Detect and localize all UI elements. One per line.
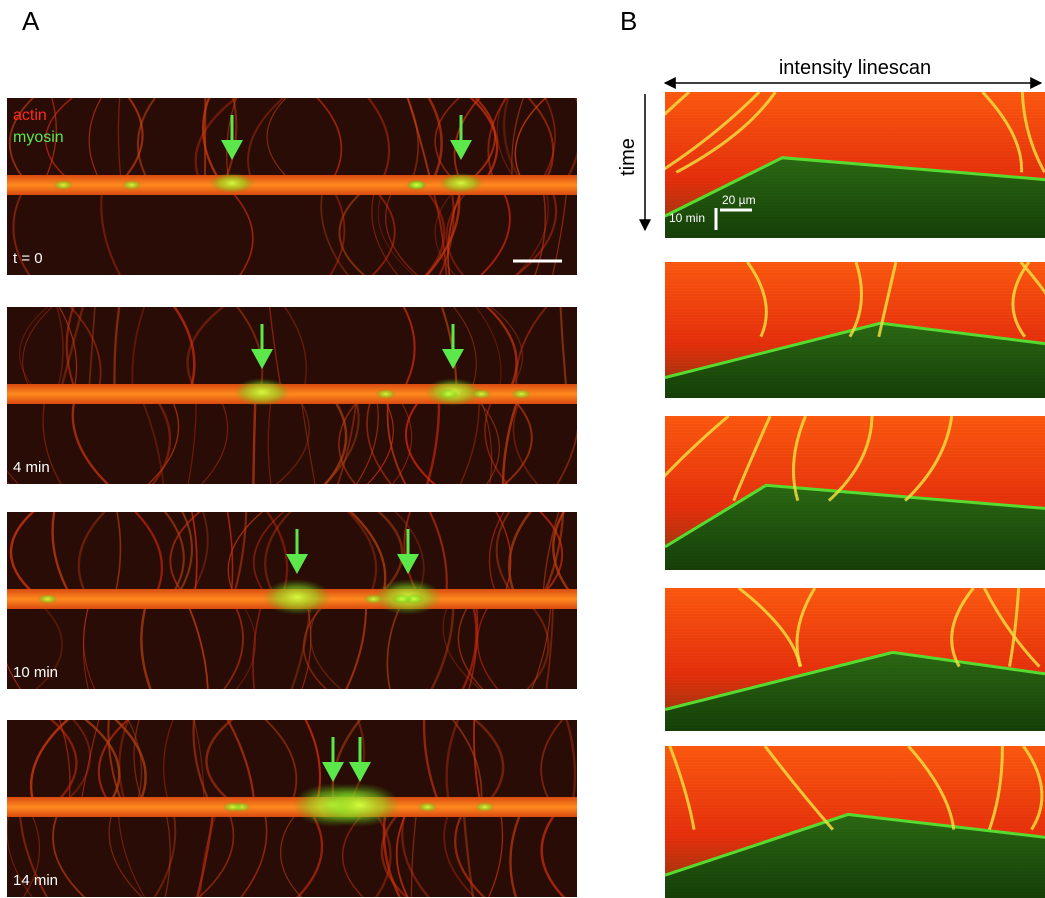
page: { "panel_a": { "label": "A", "legend": […: [0, 0, 1045, 898]
scale-label-x: 20 µm: [722, 193, 756, 207]
kymograph: [665, 262, 1045, 398]
myosin-spot: [223, 802, 243, 812]
myosin-spot: [511, 389, 531, 399]
scale-label-y: 10 min: [669, 211, 705, 225]
figure: A B t = 0 4 min 10 min 14 min actin myosin 20…: [0, 0, 1045, 898]
myosin-spot: [234, 378, 290, 406]
myosin-spot: [392, 594, 412, 604]
panel-a: t = 0 4 min 10 min 14 min actin myosin: [0, 93, 593, 898]
myosin-spot: [38, 594, 58, 604]
panel-label: A: [22, 6, 40, 36]
fiber: [0, 191, 7, 280]
time-label: 4 min: [13, 459, 50, 476]
micrograph: [0, 93, 593, 280]
panel-b: 20 µm 10 min: [611, 92, 1045, 898]
myosin-spot: [438, 389, 458, 399]
cable: [7, 175, 577, 195]
kymograph: [665, 746, 1045, 898]
myosin-spot: [364, 594, 384, 604]
fiber: [0, 605, 7, 694]
kymograph: [643, 416, 1045, 570]
myosin-spot: [320, 783, 400, 827]
myosin-spot: [406, 180, 426, 190]
cable: [7, 384, 577, 404]
time-label: 10 min: [13, 664, 58, 681]
panel-label: B: [620, 6, 637, 36]
time-label: t = 0: [13, 250, 43, 267]
legend-actin: actin: [13, 107, 47, 124]
myosin-spot: [122, 180, 142, 190]
myosin-spot: [471, 389, 491, 399]
myosin-spot: [53, 180, 73, 190]
time-label: 14 min: [13, 872, 58, 889]
myosin-spot: [418, 802, 438, 812]
myosin-spot: [263, 579, 331, 615]
micrograph: [0, 507, 577, 694]
micrograph: [0, 302, 579, 489]
micrograph: [7, 715, 577, 898]
myosin-spot: [376, 389, 396, 399]
myosin-spot: [439, 173, 483, 193]
myosin-spot: [475, 802, 495, 812]
x-axis-label: intensity linescan: [779, 57, 931, 79]
y-axis-label: time: [617, 138, 639, 176]
legend-myosin: myosin: [13, 129, 64, 146]
kymograph: [665, 588, 1045, 731]
myosin-spot: [210, 173, 254, 193]
